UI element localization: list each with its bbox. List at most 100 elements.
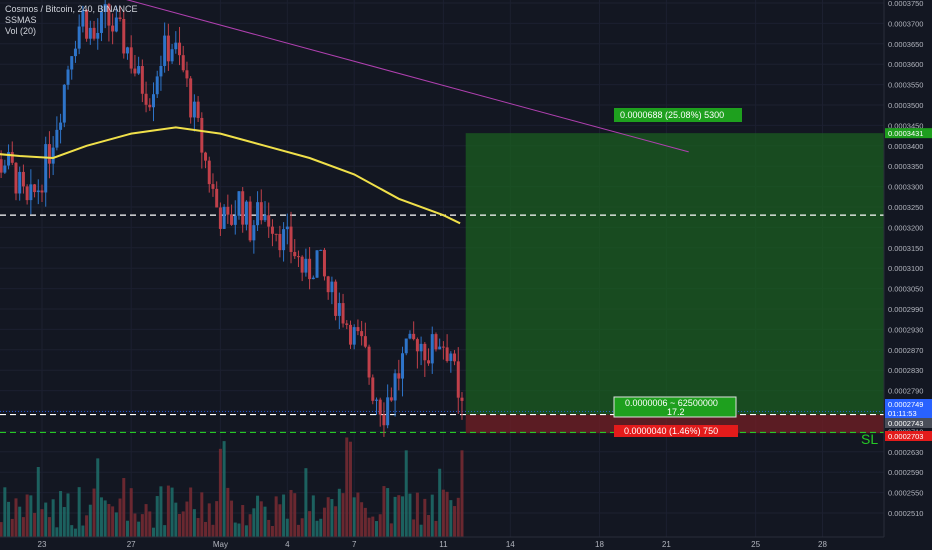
- candle-body: [10, 152, 14, 163]
- candle-body: [207, 160, 211, 185]
- candle-body: [345, 323, 349, 325]
- candle-body: [352, 327, 356, 345]
- candle-body: [88, 27, 92, 39]
- price-tick: 0.0003250: [888, 203, 923, 212]
- candle-body: [155, 76, 159, 95]
- candle-body: [192, 101, 196, 118]
- volume-bar: [118, 498, 122, 537]
- candle-body: [66, 69, 70, 85]
- time-tick: 27: [127, 540, 136, 549]
- candle-body: [360, 331, 364, 337]
- candle-body: [330, 281, 334, 293]
- volume-bar: [40, 509, 44, 537]
- candle-body: [296, 256, 300, 258]
- candle-body: [73, 48, 77, 57]
- price-axis-bg: [884, 0, 932, 550]
- volume-bar: [348, 441, 352, 537]
- chart-legend: Cosmos / Bitcoin, 240, BINANCE SSMAS Vol…: [5, 4, 138, 37]
- volume-bar: [189, 487, 193, 537]
- candle-body: [174, 42, 178, 50]
- price-tick: 0.0002590: [888, 468, 923, 477]
- volume-bar: [21, 517, 25, 537]
- volume-bar: [315, 520, 319, 537]
- time-tick: 18: [595, 540, 604, 549]
- time-axis-bg: [0, 537, 884, 550]
- candle-body: [47, 144, 51, 164]
- candle-body: [367, 346, 371, 378]
- volume-bar: [296, 524, 300, 537]
- volume-bar: [0, 522, 3, 537]
- candle-body: [382, 414, 386, 426]
- candle-body: [401, 353, 405, 379]
- volume-bar: [263, 506, 267, 537]
- volume-bar: [412, 519, 416, 537]
- volume-bar: [337, 488, 341, 537]
- volume-bar: [304, 468, 308, 537]
- candle-body: [166, 35, 170, 62]
- candle-body: [456, 361, 460, 398]
- volume-bar: [178, 513, 182, 537]
- stop-zone: [465, 414, 884, 434]
- target-label-box: [614, 108, 742, 122]
- volume-bar: [356, 492, 360, 537]
- volume-bar: [148, 511, 152, 537]
- price-tick: 0.0003550: [888, 81, 923, 90]
- candle-body: [256, 202, 260, 226]
- volume-bar: [70, 525, 74, 537]
- volume-bar: [311, 495, 315, 537]
- volume-bar: [397, 495, 401, 537]
- candle-body: [263, 215, 267, 221]
- volume-bar: [375, 521, 378, 537]
- entry-label-2: 17.2: [667, 407, 685, 417]
- volume-bar: [181, 511, 185, 537]
- target-label: 0.0000688 (25.08%) 5300: [620, 110, 724, 120]
- price-axis[interactable]: 0.0003750 0.0003700 0.0003650 0.0003600 0.00…: [883, 0, 932, 550]
- candle-body: [378, 399, 382, 415]
- price-tick: 0.0003350: [888, 162, 923, 171]
- time-axis[interactable]: 23 27 May 4 7 11 14 18 21 25 28: [0, 536, 884, 550]
- time-tick: 7: [352, 540, 357, 549]
- candle-body: [59, 122, 63, 130]
- time-tick: 23: [38, 540, 47, 549]
- volume-bar: [427, 515, 431, 537]
- candle-body: [408, 333, 412, 339]
- candle-body: [7, 152, 11, 166]
- volume-bar: [62, 507, 66, 537]
- volume-bar: [352, 497, 356, 537]
- price-tag-box: [885, 408, 932, 418]
- candle-body: [159, 65, 163, 77]
- volume-bar: [10, 518, 14, 537]
- volume-bar: [129, 488, 133, 537]
- volume-bar: [449, 500, 453, 537]
- price-tick: 0.0002790: [888, 387, 923, 396]
- price-tick: 0.0003300: [888, 183, 923, 192]
- candle-body: [170, 49, 174, 62]
- position-zones: [465, 133, 884, 434]
- candle-body: [397, 373, 401, 379]
- volume-bar: [125, 520, 129, 537]
- volume-bar: [293, 493, 297, 537]
- volume-bar: [18, 506, 22, 537]
- candle-body: [259, 202, 263, 221]
- volume-bar: [107, 504, 111, 537]
- candle-body: [427, 360, 431, 364]
- volume-bar: [92, 488, 96, 537]
- candle-body: [103, 4, 107, 12]
- volume-bar: [47, 517, 51, 537]
- candle-body: [289, 226, 293, 252]
- volume-bar: [73, 528, 77, 537]
- symbol-title: Cosmos / Bitcoin, 240, BINANCE: [5, 4, 138, 14]
- candle-body: [163, 35, 167, 66]
- candle-body: [14, 162, 18, 194]
- price-tag-box: [885, 399, 932, 409]
- volume-bar: [445, 491, 449, 537]
- time-tick: 14: [506, 540, 515, 549]
- candle-body: [200, 117, 204, 153]
- volume-bar: [322, 507, 326, 537]
- price-tick: 0.0003200: [888, 223, 923, 232]
- candle-body: [226, 206, 230, 215]
- candle-body: [248, 201, 252, 241]
- volume-bar: [103, 500, 107, 537]
- price-tick: 0.0003600: [888, 60, 923, 69]
